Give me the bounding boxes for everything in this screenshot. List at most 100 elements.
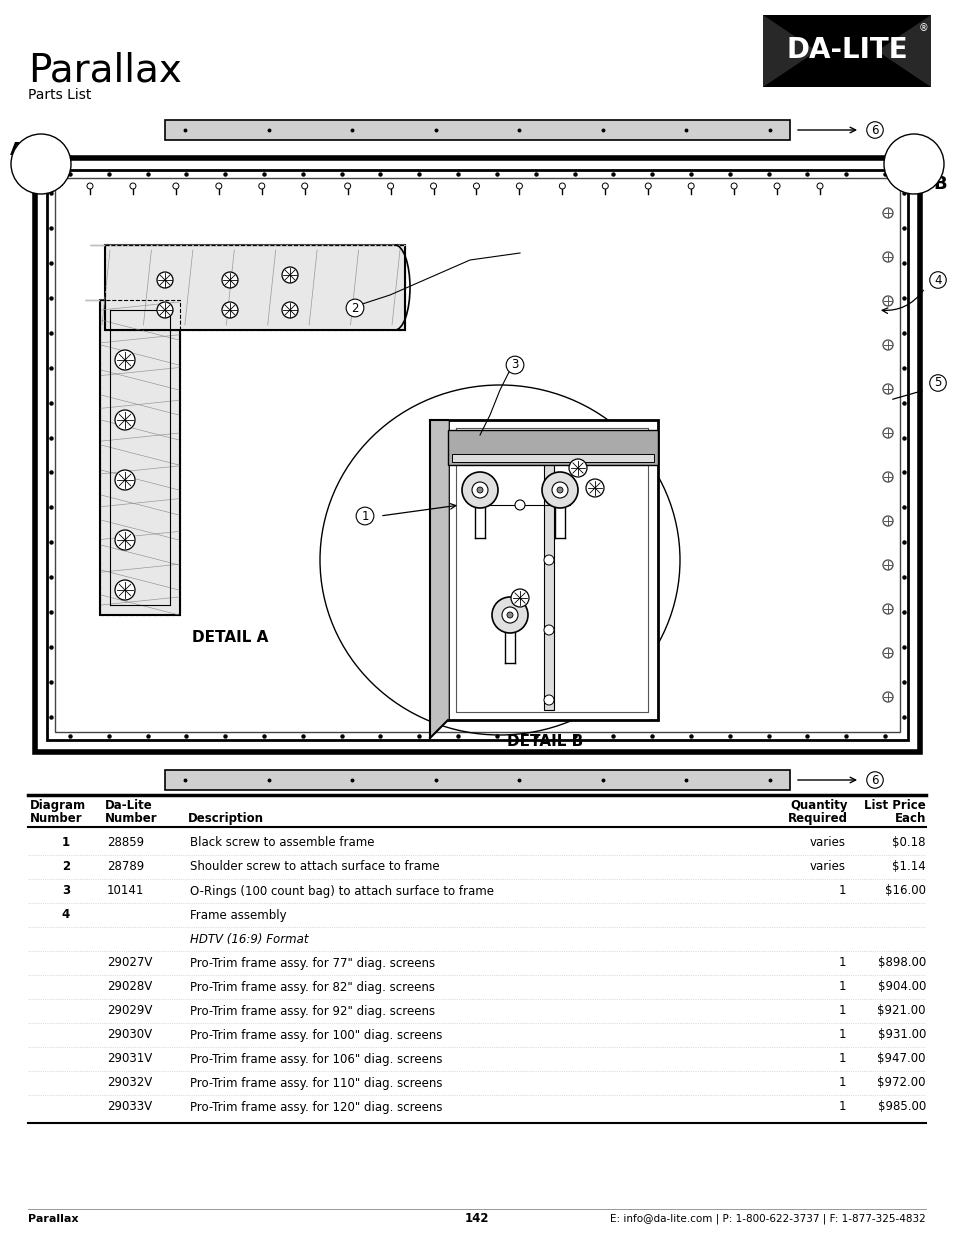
Circle shape — [585, 479, 603, 496]
Text: Parallax: Parallax — [28, 1214, 78, 1224]
Circle shape — [511, 589, 529, 606]
Circle shape — [552, 482, 567, 498]
Text: $931.00: $931.00 — [877, 1029, 925, 1041]
Text: O-Rings (100 count bag) to attach surface to frame: O-Rings (100 count bag) to attach surfac… — [190, 884, 494, 898]
Circle shape — [543, 695, 554, 705]
Circle shape — [222, 272, 237, 288]
Text: 10141: 10141 — [107, 884, 144, 898]
Circle shape — [282, 267, 297, 283]
Circle shape — [882, 516, 892, 526]
Circle shape — [882, 692, 892, 701]
Text: HDTV (16:9) Format: HDTV (16:9) Format — [190, 932, 308, 946]
Text: DETAIL A: DETAIL A — [192, 631, 268, 646]
Circle shape — [344, 183, 351, 189]
Text: 1: 1 — [838, 1029, 845, 1041]
Text: List Price: List Price — [863, 799, 925, 811]
Text: Number: Number — [30, 811, 83, 825]
Circle shape — [472, 482, 488, 498]
Text: 6: 6 — [870, 124, 878, 137]
Text: Required: Required — [787, 811, 847, 825]
Bar — [35, 158, 919, 752]
Circle shape — [543, 485, 554, 495]
Circle shape — [172, 183, 179, 189]
Circle shape — [687, 183, 694, 189]
Text: 1: 1 — [838, 981, 845, 993]
Bar — [448, 420, 658, 720]
Text: 29033V: 29033V — [107, 1100, 152, 1114]
Text: $947.00: $947.00 — [877, 1052, 925, 1066]
Text: Pro-Trim frame assy. for 110" diag. screens: Pro-Trim frame assy. for 110" diag. scre… — [190, 1077, 442, 1089]
Circle shape — [476, 487, 482, 493]
Text: 29032V: 29032V — [107, 1077, 152, 1089]
Circle shape — [882, 429, 892, 438]
Circle shape — [882, 252, 892, 262]
Text: Description: Description — [188, 811, 264, 825]
Text: Frame assembly: Frame assembly — [190, 909, 286, 921]
Polygon shape — [877, 15, 930, 86]
Circle shape — [882, 604, 892, 614]
Circle shape — [282, 303, 297, 317]
Circle shape — [115, 530, 135, 550]
Text: DETAIL B: DETAIL B — [506, 735, 582, 750]
Circle shape — [115, 410, 135, 430]
Circle shape — [601, 183, 608, 189]
Text: Pro-Trim frame assy. for 120" diag. screens: Pro-Trim frame assy. for 120" diag. scre… — [190, 1100, 442, 1114]
Text: 3: 3 — [511, 358, 518, 372]
Text: $972.00: $972.00 — [877, 1077, 925, 1089]
Bar — [55, 178, 899, 732]
Text: Pro-Trim frame assy. for 106" diag. screens: Pro-Trim frame assy. for 106" diag. scre… — [190, 1052, 442, 1066]
Text: 3: 3 — [62, 884, 70, 898]
Circle shape — [773, 183, 780, 189]
Text: 1: 1 — [838, 956, 845, 969]
Circle shape — [541, 472, 578, 508]
Text: 1: 1 — [361, 510, 369, 522]
Circle shape — [130, 183, 135, 189]
Text: $898.00: $898.00 — [877, 956, 925, 969]
Bar — [448, 430, 658, 466]
Text: Pro-Trim frame assy. for 82" diag. screens: Pro-Trim frame assy. for 82" diag. scree… — [190, 981, 435, 993]
Text: 1: 1 — [838, 1004, 845, 1018]
Text: B: B — [932, 175, 945, 193]
Circle shape — [473, 183, 479, 189]
Text: $0.18: $0.18 — [892, 836, 925, 850]
Bar — [47, 170, 907, 740]
Circle shape — [492, 597, 527, 634]
Bar — [165, 120, 789, 140]
Text: E: info@da-lite.com | P: 1-800-622-3737 | F: 1-877-325-4832: E: info@da-lite.com | P: 1-800-622-3737 … — [610, 1214, 925, 1224]
Bar — [105, 245, 405, 330]
Text: 1: 1 — [838, 1052, 845, 1066]
Text: 1: 1 — [838, 1100, 845, 1114]
Text: 5: 5 — [933, 377, 941, 389]
Circle shape — [543, 625, 554, 635]
Text: 6: 6 — [870, 773, 878, 787]
Circle shape — [543, 555, 554, 564]
Circle shape — [501, 606, 517, 622]
Text: Diagram: Diagram — [30, 799, 86, 811]
Text: 1: 1 — [838, 1077, 845, 1089]
Circle shape — [516, 183, 522, 189]
Text: Pro-Trim frame assy. for 100" diag. screens: Pro-Trim frame assy. for 100" diag. scre… — [190, 1029, 442, 1041]
Circle shape — [882, 207, 892, 219]
Text: 28859: 28859 — [107, 836, 144, 850]
Circle shape — [644, 183, 651, 189]
Text: A: A — [10, 141, 24, 159]
Circle shape — [882, 648, 892, 658]
Polygon shape — [762, 15, 816, 86]
Circle shape — [430, 183, 436, 189]
Circle shape — [301, 183, 308, 189]
Circle shape — [115, 350, 135, 370]
Text: Parallax: Parallax — [28, 52, 182, 90]
Circle shape — [157, 303, 172, 317]
Text: DA-LITE: DA-LITE — [785, 36, 907, 64]
Text: Black screw to assemble frame: Black screw to assemble frame — [190, 836, 375, 850]
Text: 1: 1 — [838, 884, 845, 898]
Bar — [762, 15, 930, 86]
Bar — [35, 158, 63, 186]
Circle shape — [883, 135, 943, 194]
Circle shape — [730, 183, 737, 189]
Text: 142: 142 — [464, 1213, 489, 1225]
Circle shape — [222, 303, 237, 317]
Text: ®: ® — [918, 23, 928, 33]
Text: Pro-Trim frame assy. for 77" diag. screens: Pro-Trim frame assy. for 77" diag. scree… — [190, 956, 435, 969]
Circle shape — [258, 183, 265, 189]
